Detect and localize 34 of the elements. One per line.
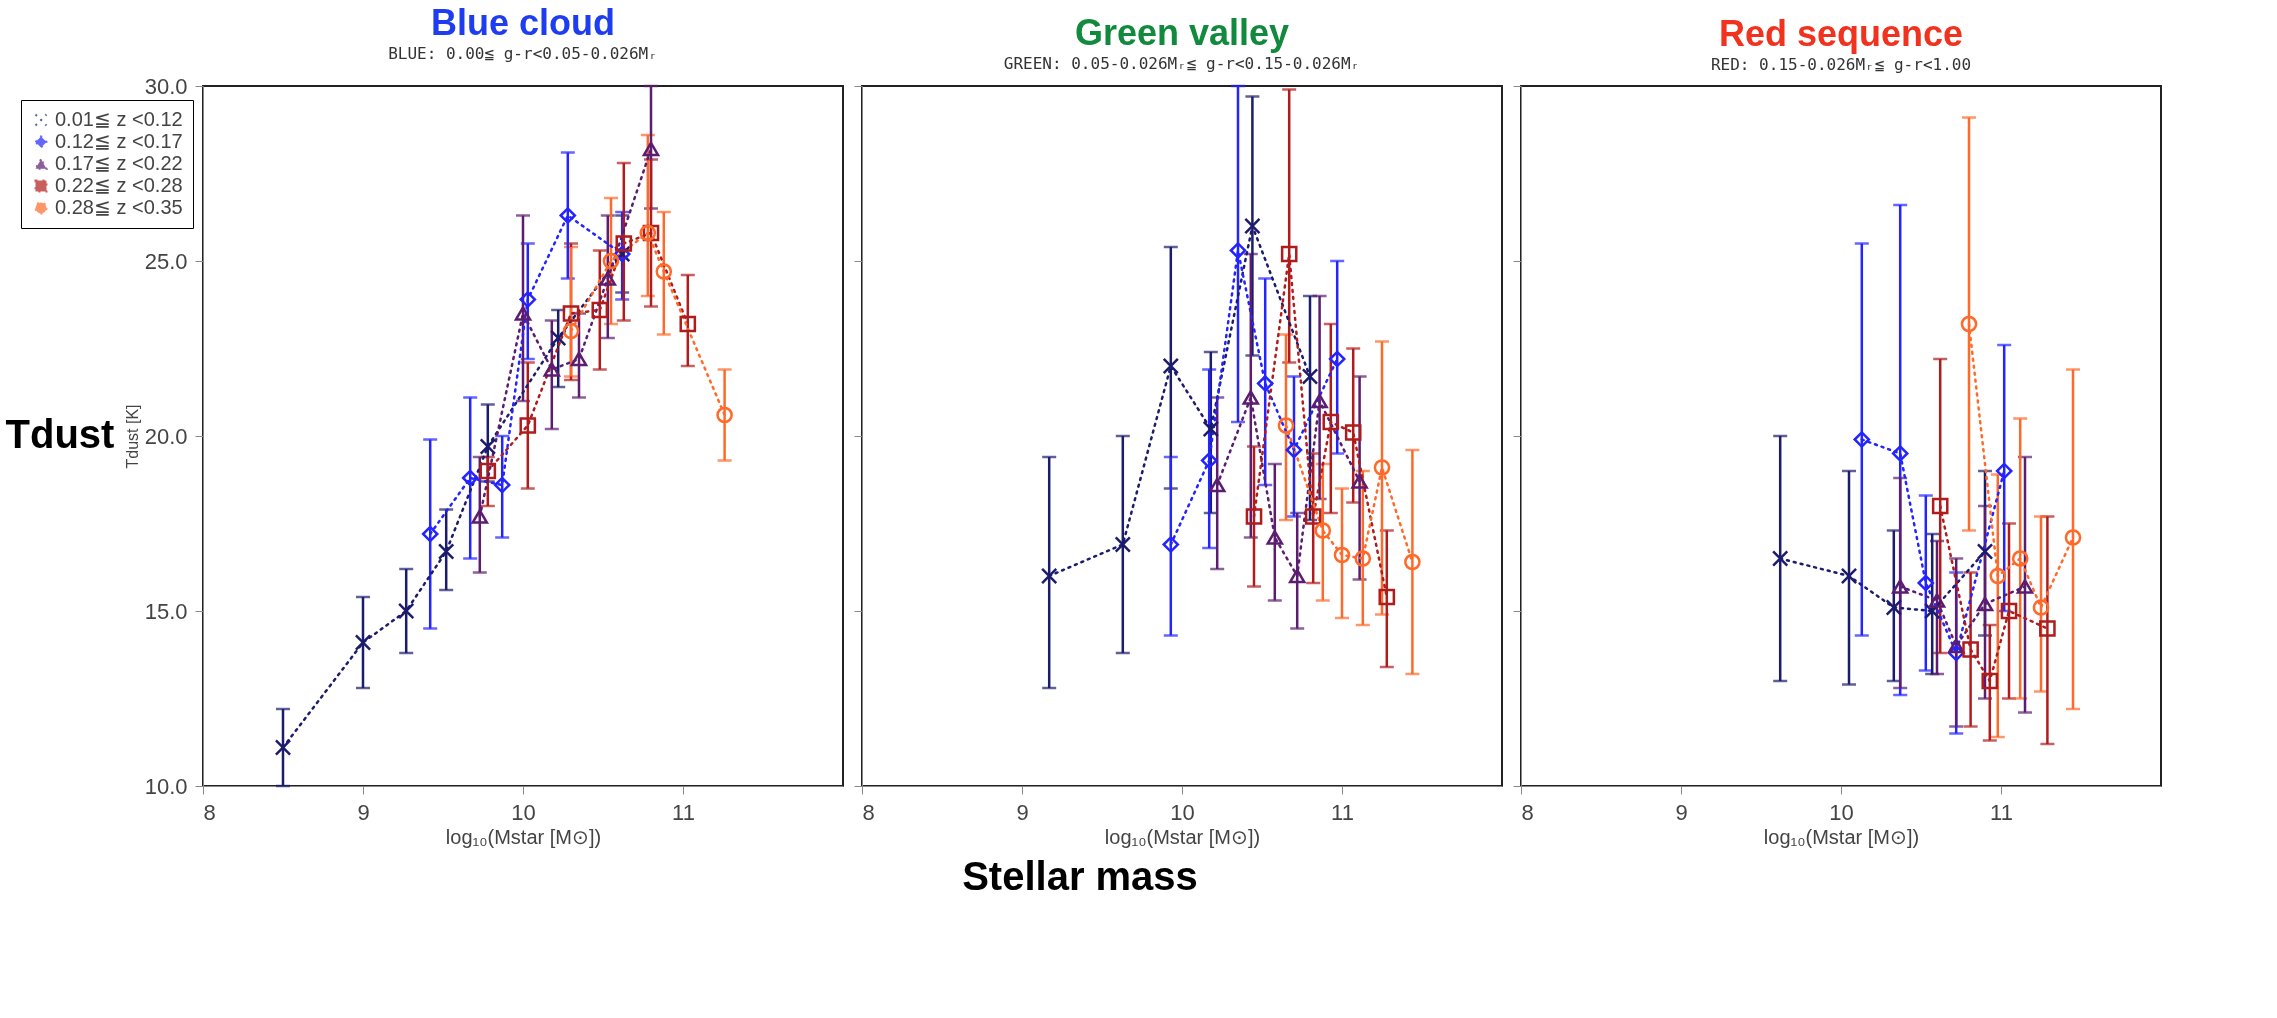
- chart-subtitle: RED: 0.15-0.026Mᵣ≦ g-r<1.00: [1710, 54, 1972, 74]
- legend-label: 0.22≦ z <0.28: [55, 174, 183, 196]
- x-tick-label: 9: [357, 799, 370, 825]
- x-tick-label: 11: [672, 799, 695, 825]
- x-axis-title: log₁₀(Mstar [M⊙]): [1763, 825, 1920, 848]
- x-tick-label: 10: [1829, 799, 1854, 825]
- chart-title: Red sequence: [1718, 12, 1964, 54]
- x-tick-label: 10: [1170, 799, 1195, 825]
- legend-label: 0.01≦ z <0.12: [55, 108, 183, 130]
- y-tick-label: 20.0: [144, 423, 188, 449]
- x-tick-label: 8: [1521, 799, 1534, 825]
- x-tick-label: 8: [203, 799, 216, 825]
- y-tick-label: 25.0: [144, 248, 188, 274]
- chart-title: Green valley: [1074, 11, 1290, 53]
- x-tick-label: 11: [1331, 799, 1354, 825]
- text: Stellar mass: [962, 854, 1198, 898]
- text: Tdust: [5, 412, 115, 456]
- y-tick-label: 30.0: [144, 73, 188, 99]
- y-axis-title: Tdust [K]: [123, 404, 141, 469]
- chart-subtitle: BLUE: 0.00≦ g-r<0.05-0.026Mᵣ: [388, 44, 658, 63]
- x-tick-label: 10: [511, 799, 536, 825]
- y-tick-label: 10.0: [144, 773, 188, 799]
- legend-label: 0.17≦ z <0.22: [55, 152, 183, 174]
- x-axis-title: log₁₀(Mstar [M⊙]): [445, 825, 602, 848]
- chart-subtitle: GREEN: 0.05-0.026Mᵣ≦ g-r<0.15-0.026Mᵣ: [1003, 53, 1361, 73]
- x-tick-label: 8: [862, 799, 875, 825]
- y-tick-label: 15.0: [144, 598, 188, 624]
- legend-label: 0.28≦ z <0.35: [55, 196, 183, 218]
- legend-label: 0.12≦ z <0.17: [55, 130, 183, 152]
- x-tick-label: 11: [1990, 799, 2013, 825]
- x-tick-label: 9: [1016, 799, 1029, 825]
- chart-title: Blue cloud: [430, 2, 616, 43]
- x-tick-label: 9: [1675, 799, 1688, 825]
- x-axis-title: log₁₀(Mstar [M⊙]): [1104, 825, 1261, 848]
